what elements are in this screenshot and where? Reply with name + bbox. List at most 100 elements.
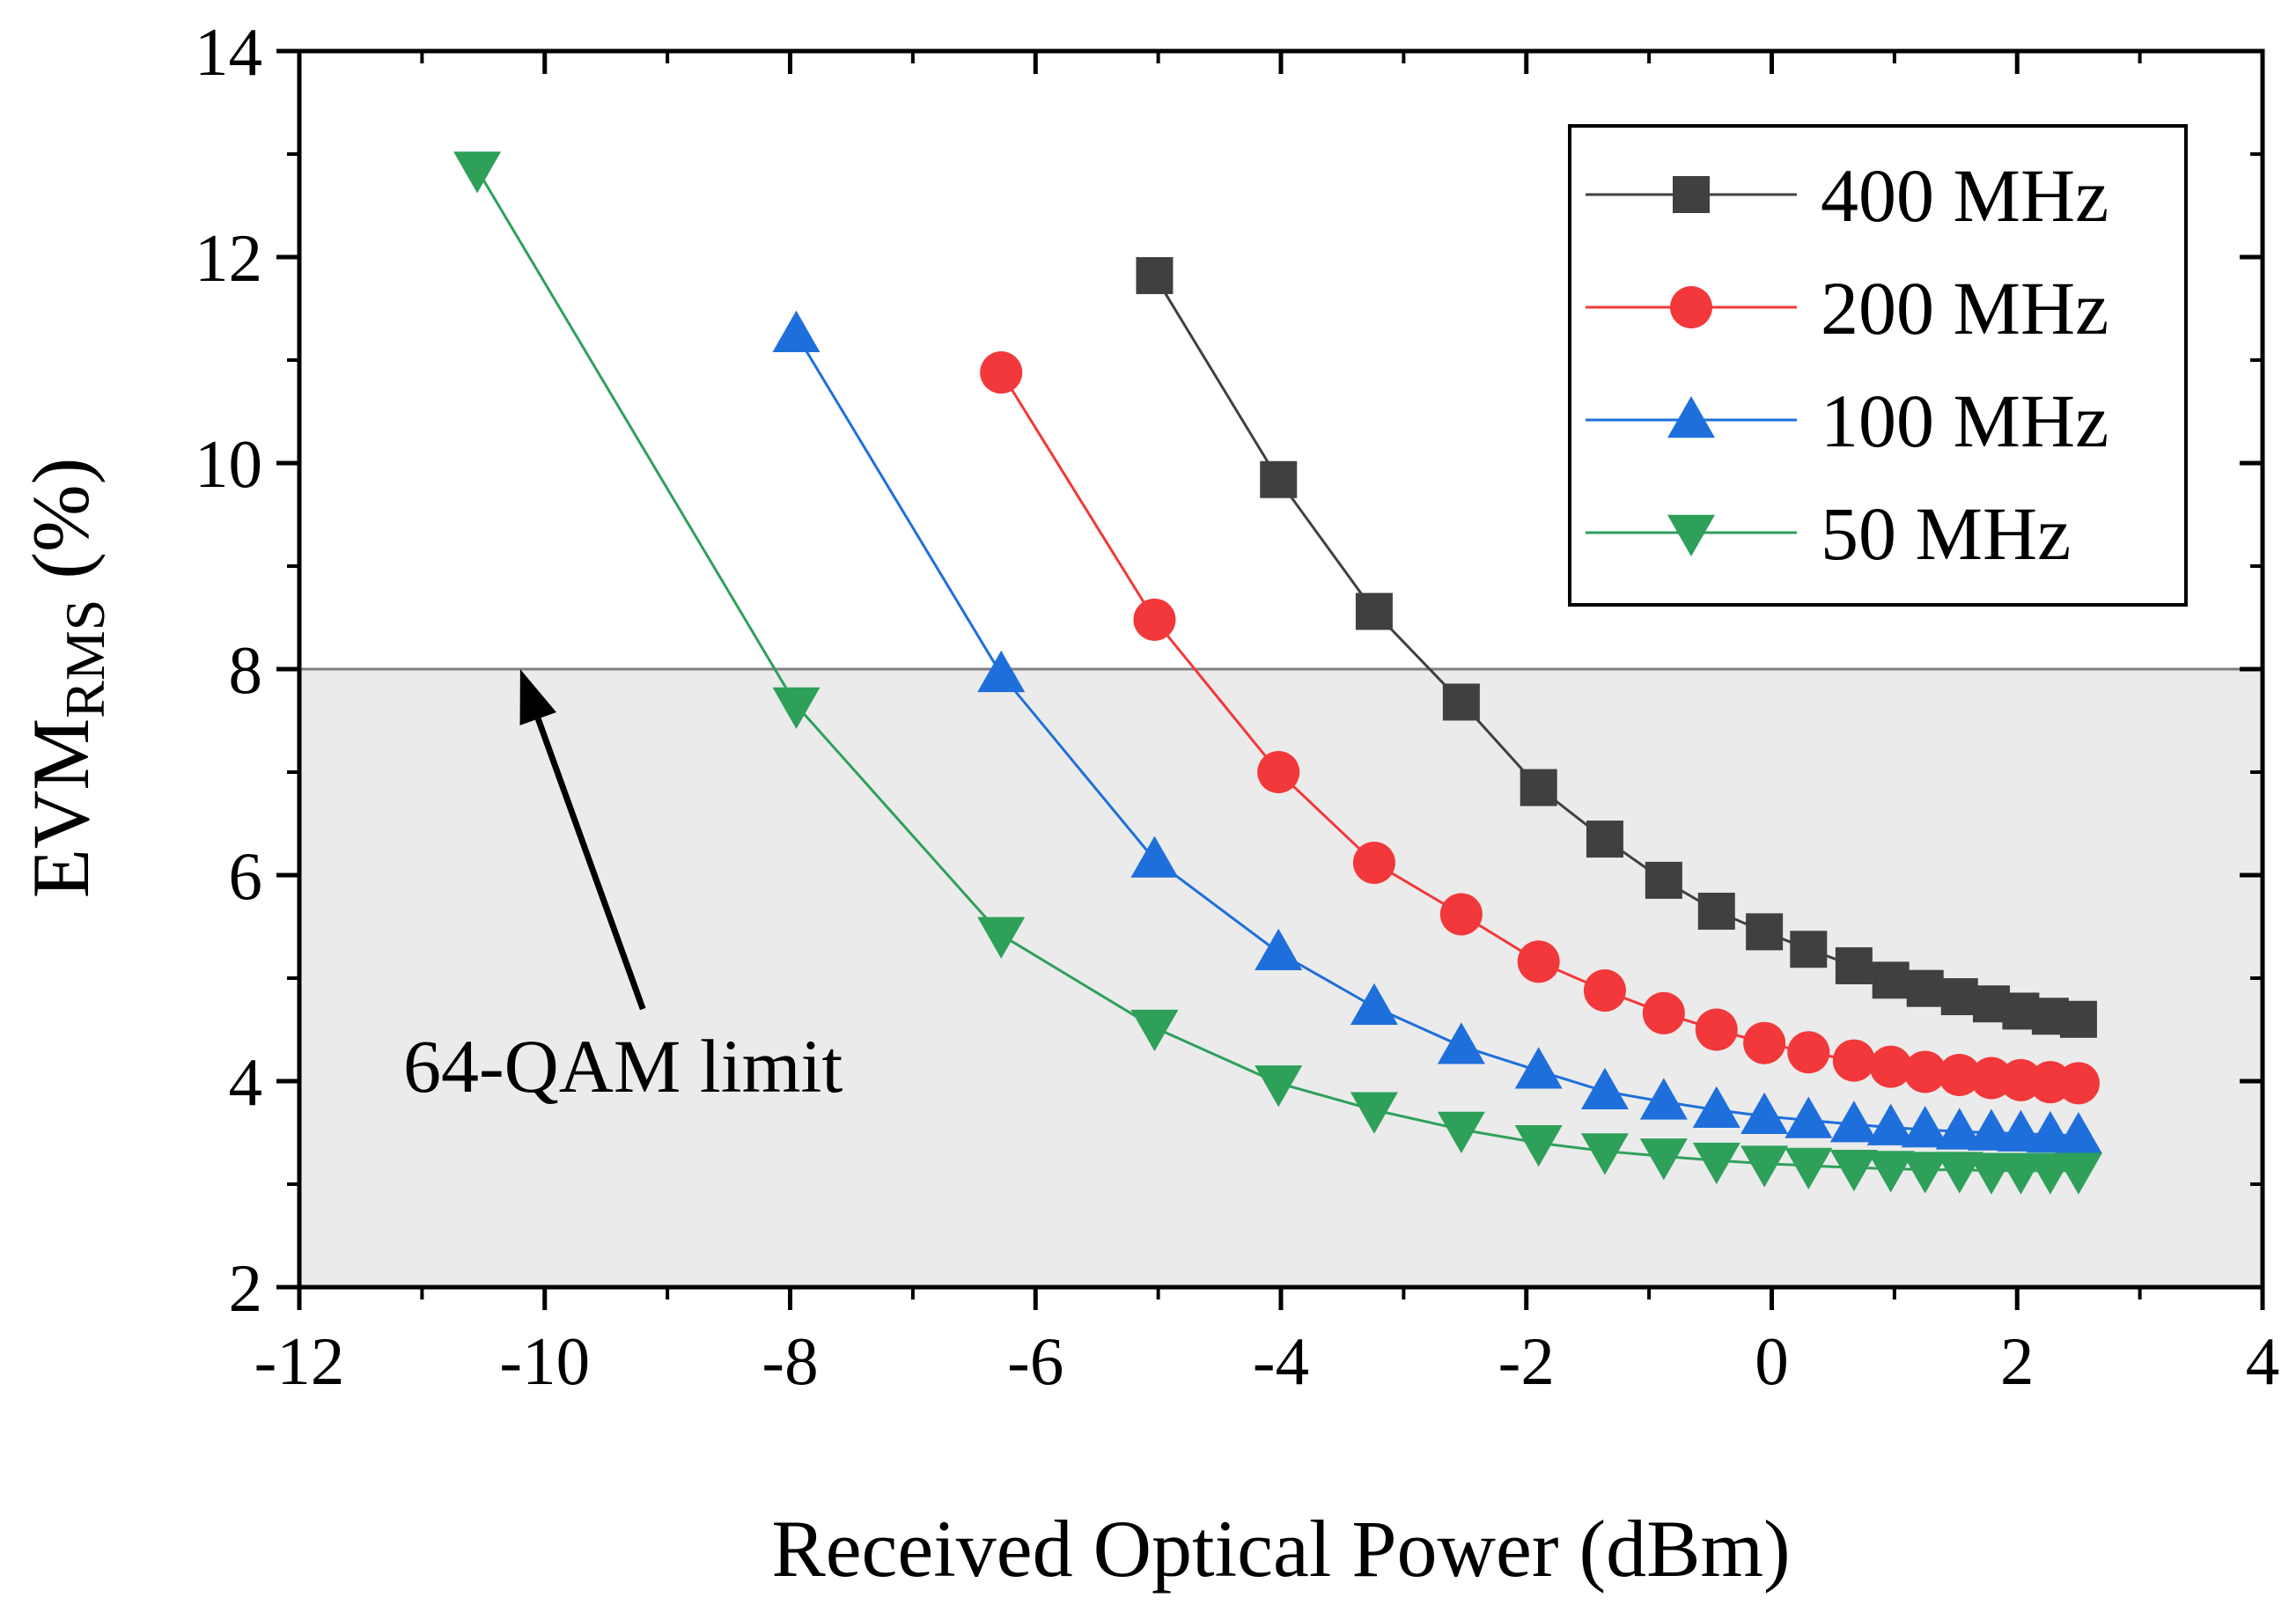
series-200-mhz <box>980 351 2100 1105</box>
x-tick-label: -10 <box>499 1323 590 1399</box>
x-axis-title: Received Optical Power (dBm) <box>771 1504 1790 1594</box>
data-point-triangle-down <box>977 917 1026 959</box>
x-tick-label: 0 <box>1755 1323 1789 1399</box>
data-point-triangle-down <box>1829 1150 1878 1192</box>
legend-label: 400 MHz <box>1821 153 2108 238</box>
legend-label: 200 MHz <box>1821 266 2108 350</box>
data-point-triangle-down <box>1514 1124 1563 1167</box>
data-point-triangle-up <box>1740 1092 1789 1135</box>
legend-label: 100 MHz <box>1821 379 2108 463</box>
data-point-circle <box>1257 751 1300 793</box>
data-point-triangle-up <box>1997 1109 2045 1152</box>
data-point-square <box>1520 769 1557 806</box>
data-point-circle <box>1439 893 1483 936</box>
annotation-arrow-head <box>519 669 556 725</box>
y-tick-label: 10 <box>195 426 262 502</box>
data-point-triangle-down <box>1785 1147 1833 1189</box>
data-point-square <box>1940 978 1978 1016</box>
data-point-triangle-up <box>1692 1086 1740 1129</box>
data-point-circle <box>1787 1031 1830 1074</box>
y-tick-label: 2 <box>229 1250 263 1326</box>
data-point-triangle-down <box>1350 1092 1398 1134</box>
annotation-label: 64-QAM limit <box>403 1024 843 1108</box>
y-axis-title-main: EVM <box>16 718 106 898</box>
data-point-triangle-down <box>1692 1142 1740 1185</box>
data-point-square <box>1790 931 1828 968</box>
data-point-circle <box>980 351 1023 394</box>
data-point-triangle-up <box>1255 928 1303 970</box>
y-tick-label: 6 <box>229 838 263 914</box>
x-tick-label: -4 <box>1253 1323 1309 1399</box>
data-point-square <box>1835 946 1873 984</box>
data-point-circle <box>1695 1008 1738 1051</box>
y-tick-label: 14 <box>195 14 262 90</box>
data-point-square <box>1260 460 1298 498</box>
data-point-circle <box>1352 841 1395 884</box>
y-tick-label: 4 <box>229 1044 263 1120</box>
data-point-triangle-up <box>1829 1101 1878 1143</box>
data-point-triangle-up <box>1350 983 1398 1026</box>
y-axis-title-subscript: RMS <box>54 600 116 718</box>
data-point-circle <box>1133 598 1176 641</box>
legend: 400 MHz 200 MHz 100 MHz 50 MHz <box>1568 124 2188 607</box>
data-point-triangle-down <box>772 687 821 729</box>
data-point-triangle-up <box>1935 1108 1983 1150</box>
data-point-triangle-up <box>1514 1047 1563 1089</box>
data-point-triangle-up <box>977 650 1026 693</box>
y-tick-label: 12 <box>195 220 262 296</box>
legend-box <box>1568 124 2188 607</box>
x-tick-label: 4 <box>2246 1323 2280 1399</box>
data-point-triangle-up <box>1580 1067 1629 1109</box>
legend-entry: 400 MHz <box>1586 153 2108 238</box>
data-point-circle <box>1583 969 1626 1012</box>
data-point-triangle-down <box>453 151 502 194</box>
y-axis-title-suffix: (%) <box>16 458 106 600</box>
y-axis-title: EVMRMS (%) <box>16 458 116 899</box>
annotation-arrow-shaft <box>534 718 646 1011</box>
legend-entry: 50 MHz <box>1586 491 2071 576</box>
data-point-triangle-down <box>1437 1111 1485 1153</box>
data-point-square <box>1442 683 1480 721</box>
axes-layer: -12 -10 -8 -6 -4 -2 0 2 4 2 4 6 8 10 12 14 <box>195 14 2279 1399</box>
data-point-square <box>1645 861 1682 899</box>
x-tick-label: -8 <box>762 1323 818 1399</box>
data-point-triangle-up <box>1967 1108 2015 1151</box>
y-tick-label: 8 <box>229 632 263 708</box>
data-point-circle <box>1938 1053 1981 1096</box>
data-point-square <box>1673 176 1710 213</box>
data-point-square <box>1872 961 1910 999</box>
series-50-mhz <box>453 151 2102 1195</box>
data-point-circle <box>1903 1050 1946 1093</box>
data-point-triangle-up <box>1437 1022 1485 1064</box>
annotation-layer: 64-QAM limit <box>403 669 843 1108</box>
series-400-mhz <box>1136 257 2097 1038</box>
x-tick-label: 2 <box>2000 1323 2035 1399</box>
data-point-triangle-down <box>2054 1152 2102 1195</box>
data-point-triangle-up <box>1667 396 1715 438</box>
data-point-circle <box>2057 1062 2100 1105</box>
data-point-square <box>1746 913 1784 951</box>
data-point-circle <box>1670 286 1712 328</box>
data-point-square <box>2059 1000 2097 1038</box>
data-point-triangle-down <box>1901 1152 1949 1194</box>
data-point-circle <box>1517 940 1560 983</box>
data-point-triangle-down <box>1935 1152 1983 1194</box>
legend-entry: 200 MHz <box>1586 266 2108 350</box>
x-tick-label: -2 <box>1498 1323 1555 1399</box>
series-layer <box>453 151 2102 1195</box>
data-point-square <box>1586 821 1623 858</box>
data-point-triangle-up <box>1639 1078 1688 1120</box>
data-point-triangle-up <box>1901 1105 1949 1148</box>
data-point-square <box>1906 969 1944 1007</box>
x-tick-label: -12 <box>254 1323 345 1399</box>
data-point-triangle-up <box>1866 1103 1915 1145</box>
data-point-triangle-down <box>1580 1133 1629 1175</box>
data-point-triangle-down <box>1639 1138 1688 1181</box>
data-point-triangle-up <box>772 310 821 352</box>
data-point-square <box>1136 257 1174 295</box>
data-point-triangle-down <box>1866 1151 1915 1193</box>
legend-label: 50 MHz <box>1821 491 2071 576</box>
data-point-square <box>1697 892 1735 930</box>
data-point-circle <box>1743 1021 1786 1064</box>
